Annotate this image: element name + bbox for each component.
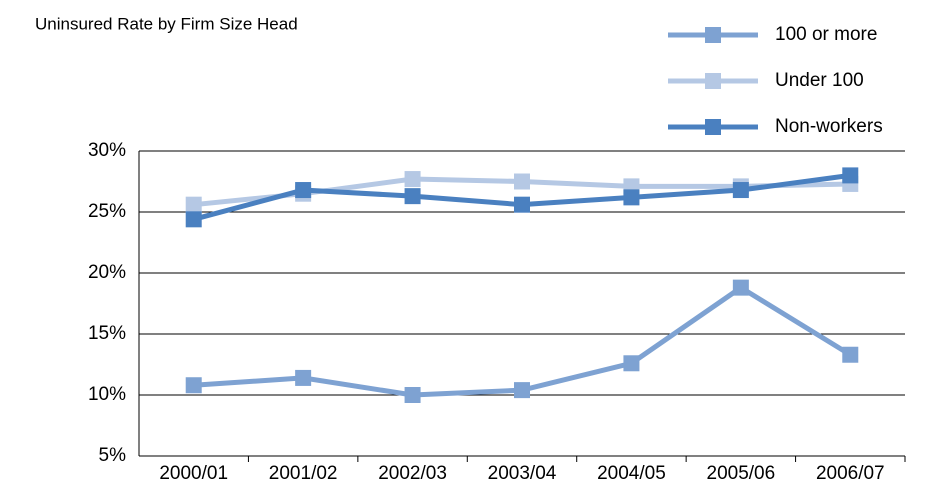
point [185, 377, 202, 394]
legend-label: Under 100 [775, 70, 864, 91]
x-tick-label: 2001/02 [269, 463, 338, 484]
point [842, 167, 859, 184]
legend-marker [705, 27, 721, 43]
legend-marker [705, 73, 721, 89]
point [514, 173, 530, 190]
legend-marker [705, 119, 721, 135]
point [732, 279, 749, 296]
point [514, 196, 530, 213]
x-tick-label: 2006/07 [816, 463, 885, 484]
point [842, 346, 859, 363]
point [623, 355, 640, 372]
point [404, 387, 421, 403]
point [185, 211, 202, 228]
point [404, 171, 421, 188]
series-line [193, 284, 852, 398]
y-tick-label: 25% [88, 201, 126, 222]
point [295, 182, 312, 199]
x-tick-label: 2005/06 [707, 463, 776, 484]
chart-title: Uninsured Rate by Firm Size Head [35, 14, 298, 33]
legend-label: Non-workers [775, 116, 883, 137]
y-tick-label: 30% [88, 140, 126, 161]
x-tick-label: 2002/03 [378, 463, 447, 484]
point [404, 188, 421, 205]
y-tick-label: 20% [88, 262, 126, 283]
point [623, 189, 640, 206]
x-tick-label: 2004/05 [597, 463, 666, 484]
legend-label: 100 or more [775, 24, 877, 45]
point [295, 369, 312, 386]
y-tick-label: 5% [99, 445, 127, 466]
point [514, 382, 530, 399]
x-tick-label: 2003/04 [488, 463, 557, 484]
y-tick-label: 10% [88, 384, 126, 405]
point [185, 196, 202, 213]
x-tick-label: 2000/01 [159, 463, 228, 484]
y-tick-label: 15% [88, 323, 126, 344]
point [732, 182, 749, 199]
